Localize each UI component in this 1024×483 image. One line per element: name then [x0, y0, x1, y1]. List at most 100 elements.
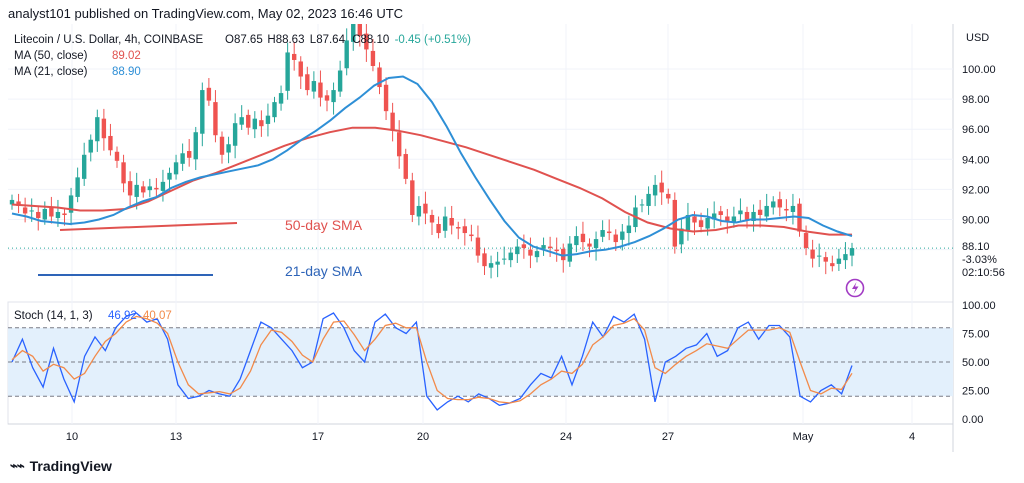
candle-body — [810, 249, 815, 259]
time-axis[interactable]: 10 13 17 20 24 27 May 4 — [66, 431, 915, 443]
candle-body — [462, 226, 468, 234]
candle-body — [141, 186, 146, 193]
candle-body — [830, 263, 835, 267]
candle-body — [396, 132, 402, 157]
ma21-legend-value: 88.90 — [112, 66, 141, 78]
stoch-y-tick-label: 75.00 — [962, 329, 990, 341]
candle-body — [193, 132, 198, 160]
candle-body — [259, 120, 264, 127]
candle-body — [528, 249, 533, 256]
candle-body — [436, 224, 441, 234]
candle-body — [725, 216, 730, 222]
y-tick-label: 100.00 — [962, 64, 996, 76]
candle-body — [482, 253, 487, 267]
candle-body — [364, 33, 369, 50]
candle-body — [849, 248, 855, 256]
candle-body — [206, 87, 212, 101]
candle-body — [154, 187, 159, 190]
candle-body — [213, 102, 218, 136]
y-tick-label: 90.00 — [962, 215, 990, 227]
lightning-icon[interactable] — [845, 278, 865, 298]
candle-body — [36, 211, 41, 218]
stoch-k-value: 46.92 — [108, 310, 137, 322]
candle-body — [639, 204, 645, 206]
candle-body — [29, 210, 34, 212]
candle-body — [68, 195, 74, 213]
candle-body — [731, 216, 737, 223]
candle-body — [200, 90, 205, 134]
ohlc-legend: O87.65 H88.63 L87.64 C88.10 -0.45 (+0.51%) — [225, 34, 471, 46]
candle-body — [790, 205, 796, 212]
candle-body — [75, 177, 80, 197]
candle-body — [534, 251, 540, 258]
candle-body — [311, 81, 317, 92]
candle-body — [357, 24, 363, 36]
candle-body — [488, 263, 494, 268]
candle-body — [232, 123, 238, 146]
stoch-y-tick-label: 100.00 — [962, 300, 996, 312]
ma21-annotation-label: 21-day SMA — [285, 263, 363, 279]
candle-body — [278, 93, 284, 104]
candle-body — [219, 136, 225, 155]
price-chart[interactable]: 100.0098.0096.0094.0092.0090.0088.00100.… — [0, 24, 1024, 456]
publish-text: analyst101 published on TradingView.com,… — [8, 6, 404, 21]
brand-name: TradingView — [29, 458, 112, 474]
ohlc-item: O87.65 — [225, 34, 263, 46]
stoch-d-line — [11, 315, 853, 404]
ohlc-item: -0.45 (+0.51%) — [395, 34, 472, 46]
candle-body — [666, 193, 671, 199]
stoch-y-tick-label: 25.00 — [962, 386, 990, 398]
candle-body — [239, 117, 244, 125]
ma21-legend-label: MA (21, close) — [14, 66, 88, 78]
ma50-line — [11, 126, 852, 236]
candle-body — [180, 153, 185, 164]
candle-body — [456, 227, 461, 229]
ma50-annotation-label: 50-day SMA — [285, 217, 363, 233]
candle-body — [62, 213, 67, 215]
candle-body — [370, 50, 376, 66]
candle-body — [515, 246, 520, 255]
candle-body — [593, 239, 599, 249]
candle-body — [606, 231, 612, 234]
ohlc-item: H88.63 — [267, 34, 304, 46]
candle-body — [561, 248, 566, 261]
candle-body — [823, 257, 828, 262]
candle-body — [55, 211, 61, 218]
candle-body — [81, 154, 87, 179]
candle-body — [272, 102, 277, 118]
x-tick-label: 4 — [909, 431, 915, 443]
candle-body — [318, 82, 323, 98]
candle-body — [337, 70, 343, 92]
candle-body — [167, 172, 172, 180]
main-pane[interactable] — [8, 24, 953, 279]
candle-body — [252, 118, 258, 130]
candle-body — [574, 236, 579, 246]
candle-body — [777, 199, 783, 208]
candle-body — [711, 213, 717, 220]
candle-body — [108, 135, 113, 151]
ma50-legend-value: 89.02 — [112, 50, 141, 62]
candle-body — [718, 211, 723, 215]
stoch-pane[interactable] — [8, 312, 953, 411]
ma21-line — [11, 75, 853, 257]
candle-body — [757, 209, 763, 215]
candle-body — [9, 199, 15, 205]
candle-body — [521, 244, 527, 249]
stoch-y-tick-label: 50.00 — [962, 357, 990, 369]
candle-body — [42, 208, 48, 220]
candle-body — [410, 180, 415, 215]
candle-body — [580, 233, 586, 243]
candle-body — [423, 203, 428, 214]
y-tick-label: 98.00 — [962, 94, 990, 106]
candle-body — [121, 162, 126, 184]
candle-body — [127, 181, 133, 196]
symbol-title: Litecoin / U.S. Dollar, 4h, COINBASE — [14, 34, 204, 46]
candle-body — [160, 181, 166, 191]
ma50-legend-label: MA (50, close) — [14, 50, 88, 62]
candle-body — [390, 112, 395, 131]
y-tick-label: 92.00 — [962, 184, 990, 196]
candle-body — [738, 210, 743, 215]
candle-body — [305, 74, 310, 91]
candle-body — [403, 154, 408, 179]
candle-body — [744, 211, 750, 220]
